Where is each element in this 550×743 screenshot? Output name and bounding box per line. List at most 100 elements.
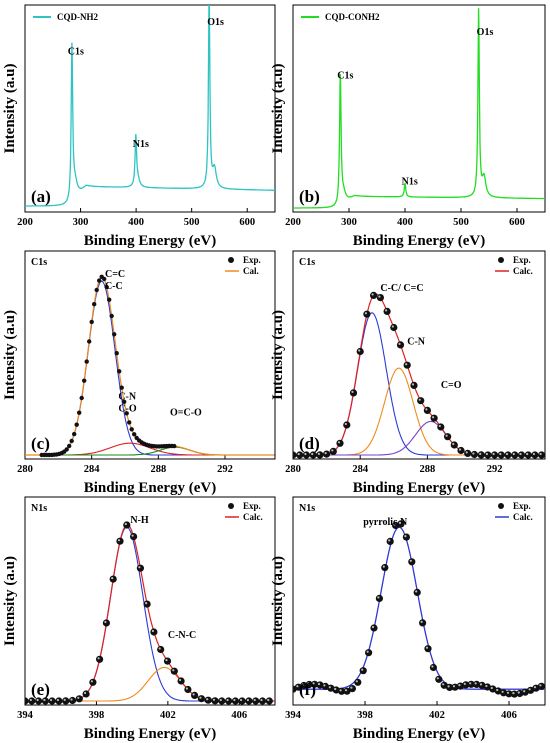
exp-point-highlight [391, 325, 394, 328]
exp-point [323, 450, 331, 458]
exp-point-highlight [337, 441, 341, 444]
exp-point [524, 451, 532, 459]
exp-point [294, 683, 302, 691]
exp-point-highlight [479, 683, 483, 686]
exp-point [231, 697, 239, 705]
exp-point [343, 421, 351, 429]
x-axis-label: Binding Energy (eV) [353, 726, 486, 742]
exp-point-highlight [351, 390, 354, 393]
exp-point-highlight [50, 698, 53, 702]
exp-point-highlight [447, 685, 450, 688]
peak-annotation: O1s [477, 27, 494, 38]
exp-point [252, 697, 260, 705]
exp-point [74, 422, 79, 427]
exp-point-highlight [532, 452, 536, 456]
exp-point-highlight [233, 698, 236, 702]
peak-annotation: pyrrolic N [363, 517, 408, 528]
exp-point-highlight [293, 687, 294, 689]
exp-point [296, 451, 304, 459]
exp-point-highlight [246, 698, 249, 702]
exp-point [517, 451, 526, 459]
exp-point [97, 278, 102, 283]
panel-label: (e) [31, 680, 50, 699]
exp-point-highlight [431, 665, 434, 668]
peak-annotation: C-C/ C=C [380, 283, 423, 294]
exp-point [300, 681, 308, 690]
exp-point [410, 381, 418, 389]
exp-point [511, 451, 519, 459]
x-tick-label: 400 [128, 217, 144, 228]
exp-point [483, 683, 491, 691]
x-tick-label: 406 [501, 710, 517, 721]
calc-envelope [293, 526, 545, 690]
exp-point-highlight [393, 523, 396, 526]
exp-point [75, 695, 83, 703]
exp-point [516, 689, 524, 698]
exp-point [305, 680, 313, 689]
exp-point-highlight [334, 687, 337, 691]
exp-point [258, 697, 267, 705]
exp-point [116, 537, 124, 545]
exp-point-highlight [97, 657, 100, 660]
exp-point [102, 619, 110, 627]
legend-label: CQD-CONH2 [325, 12, 380, 22]
exp-point [122, 399, 127, 404]
exp-point-highlight [158, 647, 161, 650]
exp-point [28, 697, 36, 705]
exp-point-highlight [117, 539, 121, 542]
exp-point [157, 645, 165, 654]
x-axis-label: Binding Energy (eV) [84, 233, 217, 249]
exp-point [370, 624, 378, 632]
exp-point [94, 287, 99, 293]
exp-point [408, 558, 416, 566]
exp-point-highlight [378, 295, 381, 298]
exp-point-highlight [438, 424, 441, 428]
exp-point-highlight [192, 693, 195, 696]
exp-point-highlight [111, 577, 114, 580]
exp-point [484, 451, 492, 459]
exp-point [184, 685, 192, 694]
exp-point-highlight [425, 408, 428, 411]
x-tick-label: 288 [420, 464, 436, 475]
exp-point-highlight [307, 682, 310, 685]
exp-point-highlight [267, 698, 270, 702]
legend-label: Exp. [513, 501, 531, 511]
exp-point-highlight [366, 650, 369, 653]
x-axis-label: Binding Energy (eV) [84, 726, 217, 742]
exp-point [363, 310, 371, 318]
x-tick-label: 292 [217, 464, 233, 475]
x-tick-label: 284 [84, 464, 101, 475]
legend-label: Exp. [243, 255, 261, 265]
peak-annotation: C=O [441, 380, 462, 391]
exp-point-highlight [199, 696, 202, 699]
exp-point-highlight [420, 620, 423, 624]
exp-point-highlight [312, 682, 315, 685]
x-tick-label: 402 [429, 710, 445, 721]
exp-point-highlight [528, 688, 531, 691]
exp-point-highlight [492, 452, 495, 456]
component-peak-0 [293, 526, 545, 690]
plot-frame [292, 4, 546, 213]
exp-point [64, 447, 69, 452]
x-tick-label: 394 [285, 710, 302, 721]
exp-point-highlight [398, 521, 402, 525]
exp-point [430, 414, 438, 422]
exp-point [84, 359, 89, 364]
exp-point-highlight [533, 686, 537, 689]
exp-point-highlight [432, 416, 435, 419]
exp-point-highlight [90, 680, 93, 683]
exp-point-highlight [474, 682, 477, 685]
exp-point [245, 697, 253, 705]
exp-point-highlight [382, 565, 385, 568]
legend-label: CQD-NH2 [57, 12, 98, 22]
exp-point-highlight [179, 678, 182, 682]
y-axis-label: Intensity (a.u) [2, 556, 18, 646]
y-axis-label: Intensity (a.u) [270, 310, 286, 400]
exp-point-highlight [452, 685, 456, 688]
exp-point [505, 690, 513, 698]
exp-point [446, 683, 454, 692]
exp-point-highlight [505, 452, 509, 456]
exp-point-highlight [212, 698, 216, 701]
exp-point [370, 291, 378, 299]
exp-point-highlight [63, 698, 66, 702]
